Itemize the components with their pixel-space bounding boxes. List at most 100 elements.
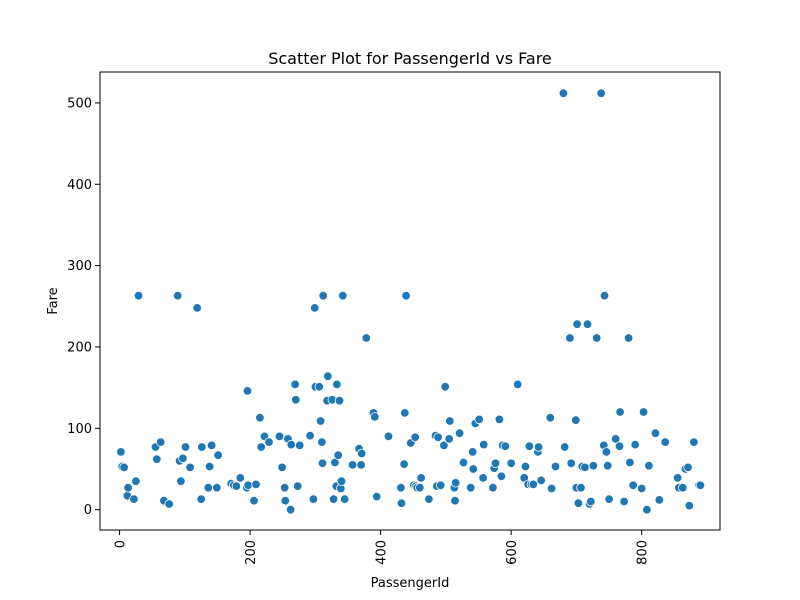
data-point	[396, 483, 406, 493]
data-point	[291, 395, 301, 405]
data-point	[630, 439, 640, 450]
data-point	[197, 442, 207, 452]
data-point	[603, 461, 613, 471]
data-point	[410, 432, 420, 443]
data-point	[119, 462, 129, 473]
data-point	[242, 386, 253, 396]
data-point	[588, 461, 599, 471]
data-point	[318, 291, 328, 301]
data-point	[623, 333, 634, 343]
data-point	[524, 441, 535, 451]
data-point	[286, 439, 296, 450]
data-point	[560, 442, 570, 452]
data-point	[290, 379, 300, 390]
data-point	[695, 480, 706, 491]
data-point	[689, 437, 699, 447]
data-point	[513, 379, 523, 390]
data-point	[133, 291, 144, 301]
data-point	[572, 319, 582, 329]
data-point	[545, 413, 556, 423]
data-point	[474, 414, 484, 425]
data-point	[212, 483, 222, 493]
data-point	[129, 494, 139, 504]
data-point	[458, 457, 469, 468]
data-point	[213, 450, 223, 460]
plot-frame	[99, 71, 721, 531]
data-point	[400, 408, 410, 418]
data-point	[565, 333, 575, 343]
y-axis: 0 100 200 300 400 500	[67, 96, 100, 518]
data-point	[305, 430, 315, 441]
data-point	[310, 303, 320, 313]
data-point	[678, 483, 688, 493]
data-point	[445, 416, 455, 426]
data-point	[333, 450, 343, 460]
data-point	[488, 483, 498, 493]
data-point	[451, 478, 461, 488]
data-point	[231, 481, 242, 491]
x-tick-label: 0	[114, 540, 129, 548]
data-point	[644, 461, 654, 471]
data-point	[614, 441, 625, 451]
data-point	[206, 440, 217, 451]
data-point	[558, 88, 569, 98]
data-point	[123, 483, 133, 493]
data-point	[308, 494, 319, 504]
data-point	[256, 442, 266, 452]
data-point	[466, 483, 476, 493]
data-point	[293, 481, 303, 491]
data-point	[566, 458, 576, 469]
data-point	[450, 496, 460, 506]
data-point	[317, 437, 327, 447]
data-point	[172, 291, 183, 301]
data-point	[660, 437, 670, 447]
data-point	[249, 496, 259, 506]
data-point	[295, 440, 305, 451]
data-point	[317, 458, 328, 469]
data-point	[383, 431, 394, 442]
data-point	[280, 483, 290, 493]
data-point	[637, 483, 647, 494]
data-point	[332, 379, 342, 390]
data-point	[638, 407, 649, 417]
data-point	[610, 434, 621, 444]
data-point	[203, 483, 214, 493]
data-point	[264, 437, 274, 447]
x-axis-title: PassengerId	[371, 576, 450, 591]
data-point	[683, 462, 693, 473]
data-point	[235, 473, 246, 483]
data-point	[180, 442, 191, 452]
data-point	[439, 440, 449, 451]
data-point	[178, 453, 188, 464]
data-point	[576, 483, 586, 493]
data-point	[654, 495, 665, 505]
data-point	[440, 382, 450, 392]
data-point	[424, 494, 434, 504]
data-point	[204, 461, 215, 472]
x-tick-label: 400	[375, 540, 390, 565]
x-tick-label: 800	[636, 540, 651, 565]
data-point	[340, 494, 350, 504]
data-point	[573, 498, 584, 508]
data-point	[672, 473, 683, 483]
y-tick-label: 200	[67, 340, 92, 355]
data-point	[334, 396, 345, 406]
data-point	[592, 333, 602, 343]
data-point	[323, 371, 333, 381]
data-point	[176, 476, 186, 486]
data-point	[361, 333, 372, 343]
y-axis-title: Fare	[46, 287, 61, 314]
data-point	[580, 462, 590, 473]
y-tick-label: 400	[67, 178, 92, 193]
data-point	[650, 428, 661, 438]
data-point	[152, 454, 162, 464]
data-point	[684, 500, 695, 511]
data-point	[356, 460, 366, 470]
data-point	[280, 496, 291, 506]
data-point	[416, 473, 426, 483]
x-tick-label: 200	[244, 540, 259, 565]
data-point	[520, 461, 531, 472]
x-tick-label: 600	[505, 540, 520, 565]
x-axis: 0 200 400 600 800	[114, 530, 651, 565]
